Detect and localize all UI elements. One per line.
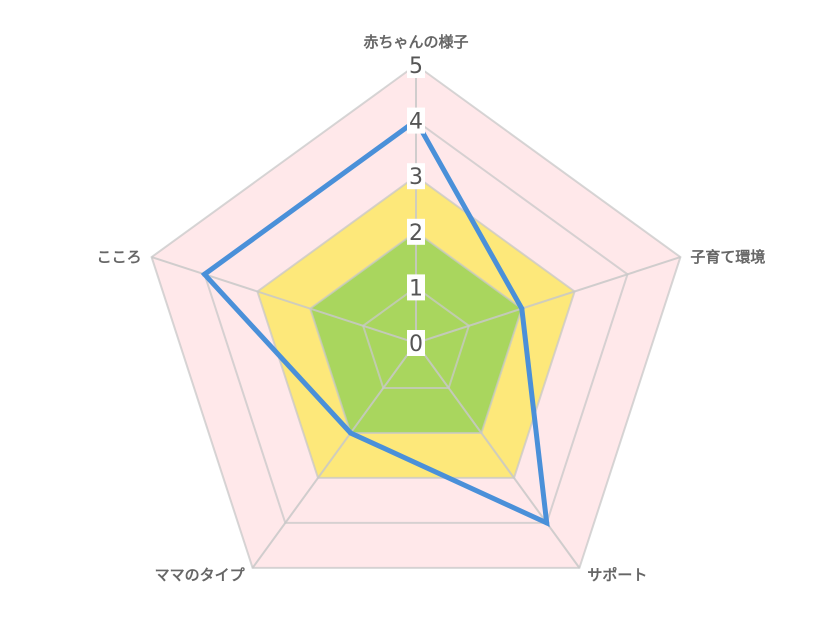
tick-label: 0 [409, 332, 423, 357]
series-point [348, 430, 354, 436]
series-point [202, 271, 207, 277]
tick-backdrop [407, 107, 425, 134]
axis-label-3: ママのタイプ [155, 566, 246, 584]
axis-label-0: 赤ちゃんの様子 [363, 33, 468, 51]
series-point [544, 520, 550, 526]
axis-label-4: こころ [97, 248, 142, 266]
tick-label: 3 [409, 165, 423, 190]
spoke-line [415, 256, 681, 344]
spoke-line [251, 342, 417, 569]
tick-label: 5 [409, 54, 423, 79]
tick-label: 4 [409, 110, 423, 135]
grid-ring-1 [361, 286, 471, 389]
tick-backdrop [407, 52, 425, 78]
axis-label-1: 子育て環境 [690, 248, 765, 266]
spoke-line [151, 256, 417, 344]
tick-backdrop [407, 218, 425, 245]
spoke-line [415, 342, 581, 569]
series-point [519, 306, 525, 312]
tick-backdrop [407, 274, 425, 301]
grid-ring-3 [256, 174, 576, 479]
tick-layer: 0 1 2 3 4 5 [407, 52, 425, 357]
series-line-0 [200, 116, 550, 528]
grid-ring-2 [309, 230, 523, 434]
tick-backdrop [407, 163, 425, 190]
tick-backdrop [407, 330, 425, 356]
tick-label: 1 [409, 276, 423, 301]
axis-label-2: サポート [587, 566, 647, 584]
tick-label: 2 [409, 221, 423, 246]
grid-ring-5 [150, 63, 682, 569]
